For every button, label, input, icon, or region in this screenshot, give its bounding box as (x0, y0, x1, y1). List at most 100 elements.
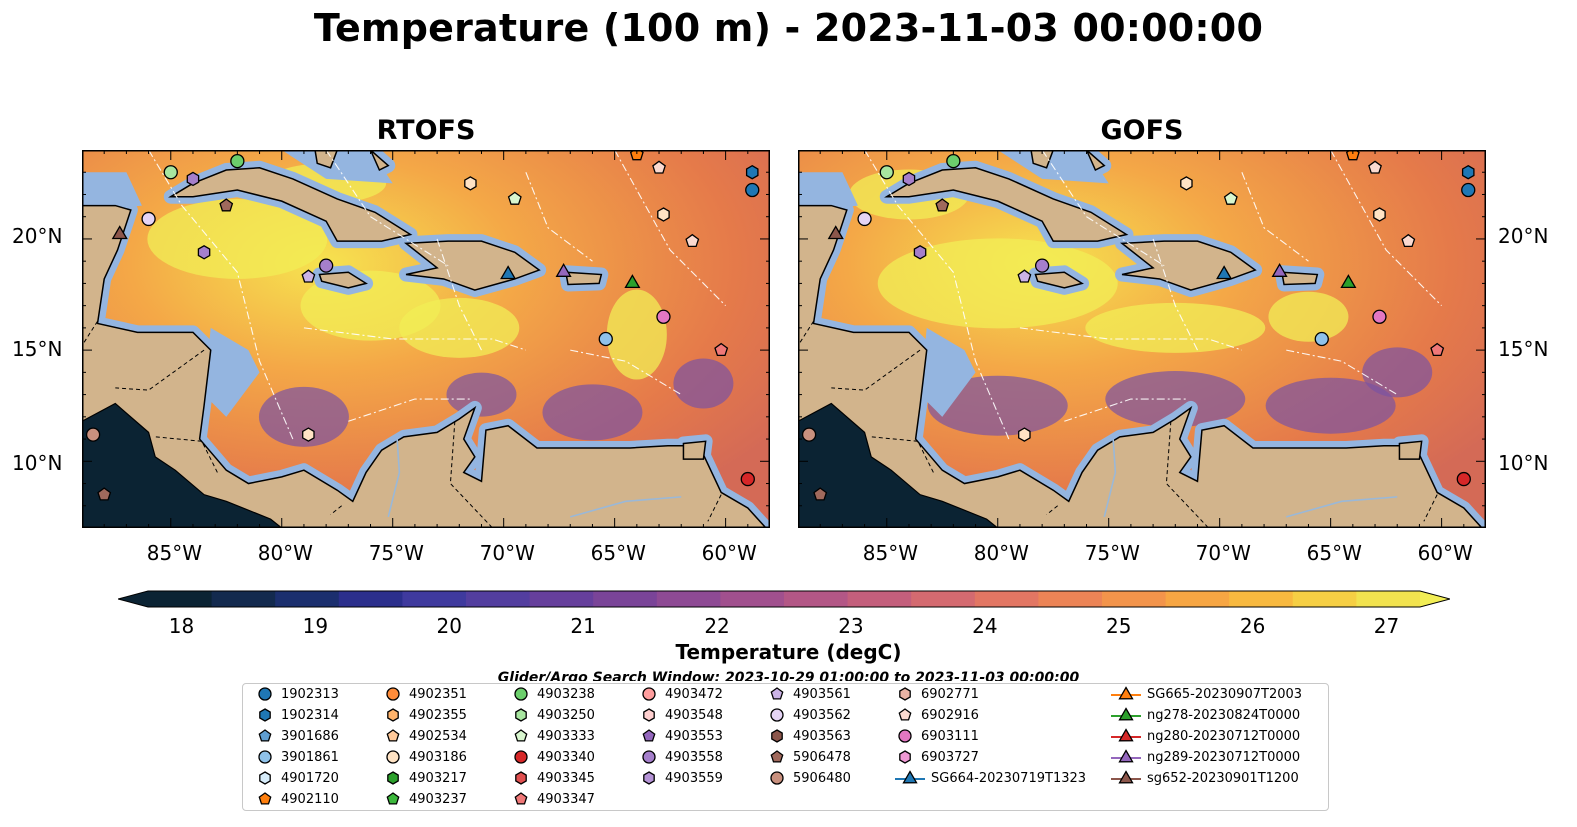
legend-item: 4903217 (383, 770, 467, 786)
country-border (798, 320, 814, 346)
lon-tick-label: 80°W (257, 541, 313, 565)
legend-circle-marker (258, 750, 272, 764)
map-marker (1180, 176, 1193, 191)
colorbar-segment (656, 591, 721, 607)
map-marker (1456, 471, 1471, 487)
lat-tick-label: 10°N (1498, 451, 1549, 475)
river (570, 496, 682, 518)
legend-item: 4903561 (767, 686, 851, 702)
legend-hexagon-marker (899, 750, 911, 764)
legend-marker (514, 792, 528, 805)
legend-marker (771, 729, 783, 743)
land-puertorico (564, 271, 603, 286)
map-frame (82, 150, 770, 528)
river (1286, 496, 1398, 518)
legend-label: 4901720 (281, 770, 339, 786)
legend-label: 5906478 (793, 749, 851, 765)
map-marker (1017, 269, 1032, 283)
legend-item: 4903472 (639, 686, 723, 702)
map-marker (813, 487, 828, 501)
legend-marker (515, 771, 527, 785)
colorbar-segment (1165, 591, 1230, 607)
legend-marker (514, 687, 528, 701)
legend-marker (386, 687, 400, 701)
legend-label: 4902355 (409, 707, 467, 723)
map-marker (1345, 150, 1360, 161)
country-border (1046, 505, 1058, 516)
legend-item: 4903548 (639, 707, 723, 723)
legend-triangle-marker (902, 770, 918, 784)
legend-marker (258, 729, 272, 742)
lat-tick-label: 15°N (12, 337, 63, 361)
legend-hexagon-marker (771, 729, 783, 743)
colorbar-tick-label: 27 (1373, 614, 1400, 638)
legend-item: ng280-20230712T0000 (1111, 728, 1300, 744)
legend-pentagon-marker (642, 729, 656, 742)
legend-label: 4903562 (793, 707, 851, 723)
warm-water-patch (399, 297, 520, 358)
legend-marker (387, 771, 399, 785)
legend-marker (514, 729, 528, 742)
legend-item: sg652-20230901T1200 (1111, 770, 1299, 786)
map-marker (946, 153, 961, 169)
legend-label: 6903727 (921, 749, 979, 765)
map-marker (1216, 265, 1233, 280)
legend-label: 4902351 (409, 686, 467, 702)
legend-item: 4903553 (639, 728, 723, 744)
lon-tick-label: 60°W (701, 541, 757, 565)
legend-label: 4903186 (409, 749, 467, 765)
legend-circle-marker (386, 750, 400, 764)
warm-water-patch (877, 238, 1118, 329)
map-marker (657, 207, 670, 222)
map-marker (464, 176, 477, 191)
legend-item: 1902314 (255, 707, 339, 723)
legend-label: 4903250 (537, 707, 595, 723)
eez-boundary (864, 150, 1010, 440)
continental-shelf (920, 327, 976, 417)
colorbar-label: Temperature (degC) (675, 640, 902, 664)
legend-circle-marker (386, 687, 400, 701)
map-marker (85, 427, 101, 442)
legend-marker (1111, 749, 1141, 763)
map-marker (1372, 309, 1387, 324)
colorbar-extend-low (118, 591, 148, 607)
colorbar (116, 587, 1452, 611)
lon-tick-label: 70°W (479, 541, 535, 565)
legend: 1902313 1902314 3901686 3901861 4901720 49021… (242, 683, 1329, 811)
eez-boundary (325, 150, 449, 267)
legend-triangle-marker (1118, 707, 1134, 721)
legend-label: 4903553 (665, 728, 723, 744)
land-bahamas1 (1030, 150, 1055, 169)
lon-tick-label: 65°W (590, 541, 646, 565)
colorbar-segment (1292, 591, 1357, 607)
legend-hexagon-marker (899, 687, 911, 701)
map-marker (111, 225, 128, 240)
legend-label: 4903548 (665, 707, 723, 723)
map-marker (801, 427, 817, 442)
legend-label: 6903111 (921, 728, 979, 744)
legend-marker (386, 792, 400, 805)
lon-tick-label: 85°W (862, 541, 918, 565)
legend-circle-marker (770, 708, 784, 722)
land-jamaica (1034, 271, 1084, 289)
legend-label: 1902314 (281, 707, 339, 723)
eez-boundary (525, 172, 593, 262)
pacific-ocean-masked (82, 402, 283, 528)
legend-label: 4903238 (537, 686, 595, 702)
map-marker (1373, 207, 1386, 222)
legend-marker (258, 750, 272, 764)
legend-item: 4903333 (511, 728, 595, 744)
land-cuba (884, 167, 1129, 242)
legend-label: 4903563 (793, 728, 851, 744)
map-marker (197, 245, 211, 260)
country-border (115, 349, 205, 391)
legend-marker (770, 750, 784, 763)
map-marker (97, 487, 112, 501)
eez-boundary (1286, 349, 1398, 396)
legend-circle-marker (258, 687, 272, 701)
map-marker (745, 182, 760, 198)
colorbar-segment (529, 591, 594, 607)
map-marker (827, 225, 844, 240)
colorbar-tick-label: 26 (1239, 614, 1266, 638)
map-svg (82, 150, 770, 528)
